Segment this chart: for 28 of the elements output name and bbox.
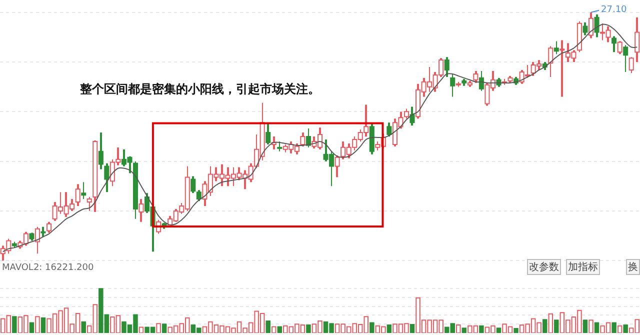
- bar: [410, 324, 415, 333]
- text: 换: [628, 261, 638, 273]
- bar: [582, 320, 588, 333]
- bar: [81, 321, 86, 333]
- annotation: 27.10: [601, 5, 628, 15]
- bar: [29, 322, 34, 333]
- bar: [554, 320, 559, 333]
- bar: [386, 324, 392, 333]
- bar: [40, 317, 46, 333]
- bar: [514, 328, 518, 333]
- bar: [542, 319, 548, 333]
- annotation: 整个区间都是密集的小阳线，引起市场关注。: [79, 82, 320, 96]
- bar: [277, 326, 282, 333]
- bar: [594, 322, 600, 333]
- bar: [479, 325, 484, 333]
- text: MAVOL2: 16221.200: [2, 263, 94, 273]
- bar: [462, 328, 467, 333]
- bar: [162, 324, 167, 333]
- bar: [306, 324, 311, 333]
- bar: [12, 316, 17, 333]
- candlestick: [560, 40, 565, 97]
- text: 加指标: [568, 261, 598, 273]
- bar: [370, 322, 374, 333]
- bar: [496, 328, 502, 333]
- bar: [612, 322, 616, 333]
- bar: [266, 320, 270, 333]
- text: 改参数: [529, 261, 559, 273]
- bar: [623, 324, 628, 333]
